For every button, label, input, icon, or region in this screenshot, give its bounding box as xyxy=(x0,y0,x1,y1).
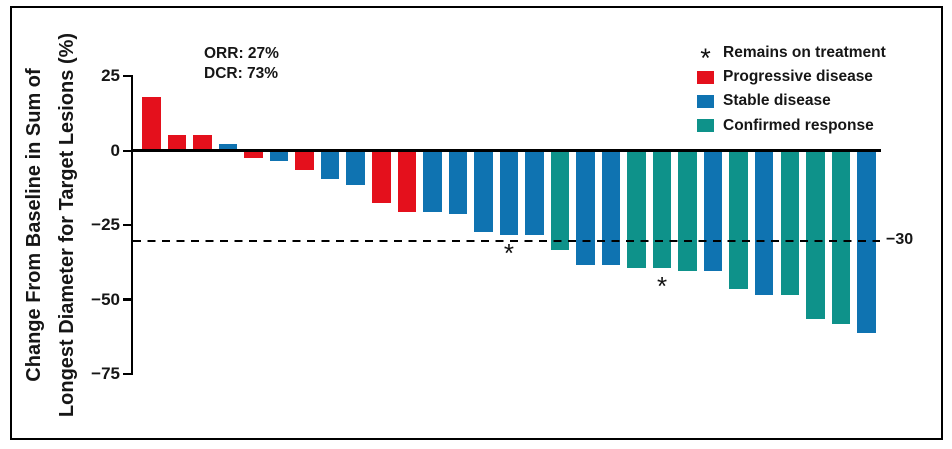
waterfall-bar xyxy=(576,152,595,265)
waterfall-bar xyxy=(499,152,519,236)
waterfall-bar xyxy=(397,152,417,212)
y-tick xyxy=(123,224,132,227)
waterfall-bar xyxy=(831,152,851,325)
waterfall-bar xyxy=(448,152,468,215)
waterfall-bar xyxy=(474,152,493,233)
waterfall-bar xyxy=(346,152,365,185)
waterfall-bar xyxy=(780,152,800,295)
y-tick xyxy=(123,149,132,153)
waterfall-bar xyxy=(218,144,238,150)
y-tick-label: −75 xyxy=(91,363,120,383)
reference-line-label: −30 xyxy=(886,231,914,248)
waterfall-bar xyxy=(423,152,442,212)
legend-row-stable-disease: Stable disease xyxy=(696,89,886,113)
legend-row-confirmed-response: Confirmed response xyxy=(696,114,886,138)
legend-label-progressive-disease: Progressive disease xyxy=(723,68,873,86)
teal-swatch-icon xyxy=(697,119,714,133)
blue-swatch-icon xyxy=(697,94,714,108)
dcr-text: DCR: 73% xyxy=(204,65,279,82)
on-treatment-asterisk: * xyxy=(657,270,668,301)
waterfall-bar xyxy=(372,152,391,203)
y-tick-label: 0 xyxy=(110,141,120,160)
legend-row-remains: * Remains on treatment xyxy=(696,41,886,72)
waterfall-bar xyxy=(754,152,774,295)
legend-label-remains: Remains on treatment xyxy=(723,44,886,62)
waterfall-bar xyxy=(193,135,212,150)
waterfall-bar xyxy=(167,135,187,150)
legend: * Remains on treatment Progressive disea… xyxy=(696,41,886,138)
zero-baseline xyxy=(132,149,881,152)
legend-label-confirmed-response: Confirmed response xyxy=(723,116,874,134)
waterfall-bar xyxy=(627,152,646,268)
y-tick xyxy=(123,372,132,375)
y-tick-label: 25 xyxy=(101,65,120,85)
y-tick-label: −50 xyxy=(91,289,120,309)
waterfall-bar xyxy=(550,152,570,251)
waterfall-bar xyxy=(703,152,723,271)
waterfall-bar xyxy=(678,152,697,271)
y-tick xyxy=(123,298,132,301)
waterfall-bar xyxy=(244,152,263,158)
waterfall-bar xyxy=(601,152,621,265)
y-axis-line xyxy=(131,75,134,375)
waterfall-bar xyxy=(269,152,289,161)
asterisk-icon: * xyxy=(700,43,711,74)
legend-symbol-cell xyxy=(696,94,715,108)
waterfall-bar xyxy=(652,152,672,268)
minus30-dashed-reference-line xyxy=(133,240,880,243)
legend-row-progressive-disease: Progressive disease xyxy=(696,65,886,89)
legend-symbol-cell: * xyxy=(696,45,715,72)
waterfall-bar xyxy=(806,152,825,319)
waterfall-bar xyxy=(142,96,161,150)
waterfall-bar xyxy=(525,152,544,236)
response-stats: ORR: 27% DCR: 73% xyxy=(204,44,279,84)
red-swatch-icon xyxy=(697,70,714,84)
legend-label-stable-disease: Stable disease xyxy=(723,92,831,110)
waterfall-bar xyxy=(295,152,314,170)
waterfall-bar xyxy=(729,152,748,289)
waterfall-bar xyxy=(857,152,876,334)
y-tick-label: −25 xyxy=(91,215,120,235)
waterfall-bar xyxy=(320,152,340,179)
orr-text: ORR: 27% xyxy=(204,45,279,62)
on-treatment-asterisk: * xyxy=(503,238,514,269)
legend-symbol-cell xyxy=(696,119,715,133)
y-tick xyxy=(123,74,132,77)
legend-symbol-cell xyxy=(696,70,715,84)
